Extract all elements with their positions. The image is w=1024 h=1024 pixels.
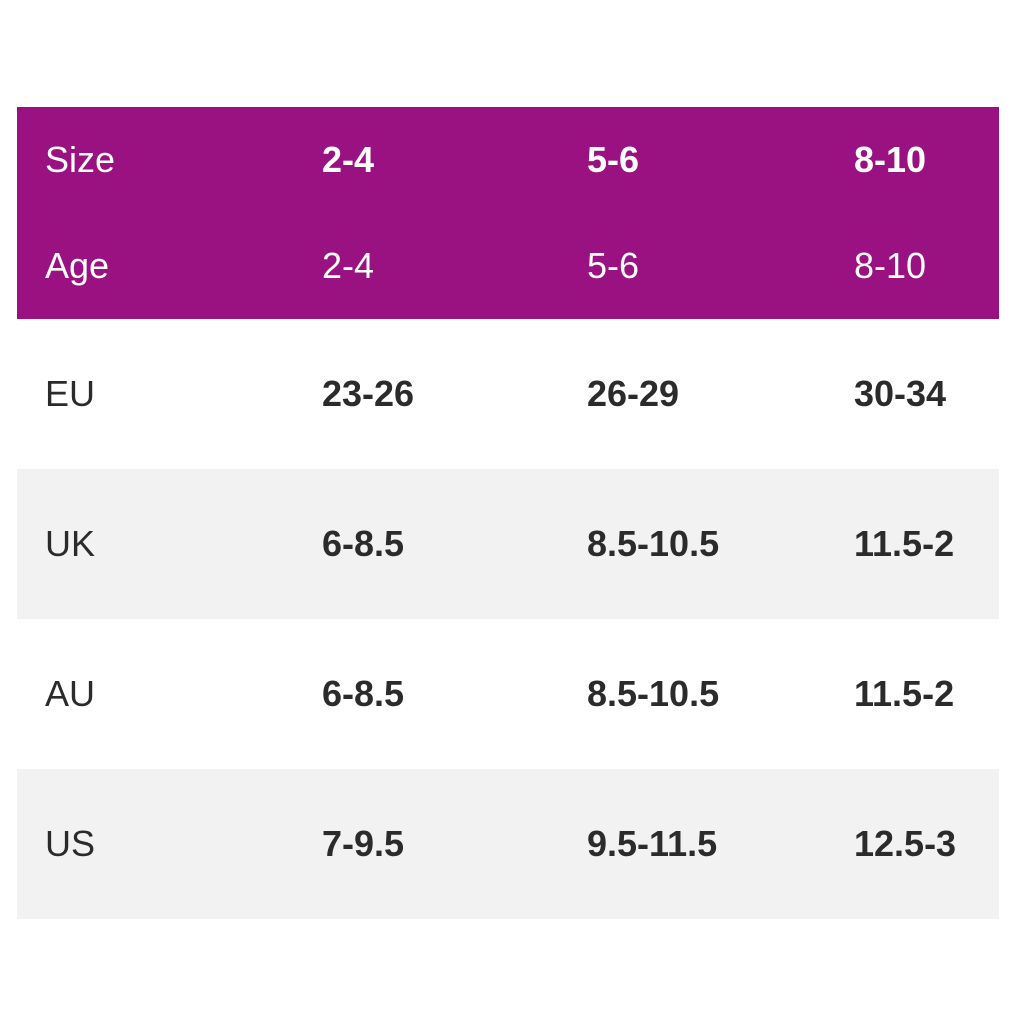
size-row-label: Size [45, 139, 116, 180]
age-col-1: 2-4 [322, 245, 375, 286]
uk-row-label: UK [45, 523, 96, 564]
eu-col-2: 26-29 [587, 373, 680, 414]
eu-row-label: EU [45, 373, 96, 414]
au-row-label: AU [45, 673, 96, 714]
table-row-size: Size 2-4 5-6 8-10 [17, 107, 999, 213]
eu-col-3: 30-34 [854, 373, 947, 414]
size-col-2: 5-6 [587, 139, 640, 180]
age-row-label: Age [45, 245, 110, 286]
size-col-3: 8-10 [854, 139, 927, 180]
uk-col-1: 6-8.5 [322, 523, 405, 564]
uk-col-2: 8.5-10.5 [587, 523, 720, 564]
age-col-2: 5-6 [587, 245, 640, 286]
us-col-1: 7-9.5 [322, 823, 405, 864]
us-col-2: 9.5-11.5 [587, 823, 718, 864]
table-row-au: AU 6-8.5 8.5-10.5 11.5-2 [17, 619, 999, 769]
table-row-us: US 7-9.5 9.5-11.5 12.5-3 [17, 769, 999, 919]
au-col-1: 6-8.5 [322, 673, 405, 714]
eu-col-1: 23-26 [322, 373, 415, 414]
table-row-uk: UK 6-8.5 8.5-10.5 11.5-2 [17, 469, 999, 619]
us-col-3: 12.5-3 [854, 823, 957, 864]
table-row-age: Age 2-4 5-6 8-10 [17, 213, 999, 319]
table-header-block: Size 2-4 5-6 8-10 Age 2-4 5-6 8-10 [17, 107, 999, 319]
au-col-2: 8.5-10.5 [587, 673, 720, 714]
size-col-1: 2-4 [322, 139, 375, 180]
age-col-3: 8-10 [854, 245, 927, 286]
size-conversion-table: Size 2-4 5-6 8-10 Age 2-4 5-6 8-10 EU 23… [17, 107, 999, 919]
table-row-eu: EU 23-26 26-29 30-34 [17, 319, 999, 469]
us-row-label: US [45, 823, 96, 864]
uk-col-3: 11.5-2 [854, 523, 955, 564]
au-col-3: 11.5-2 [854, 673, 955, 714]
